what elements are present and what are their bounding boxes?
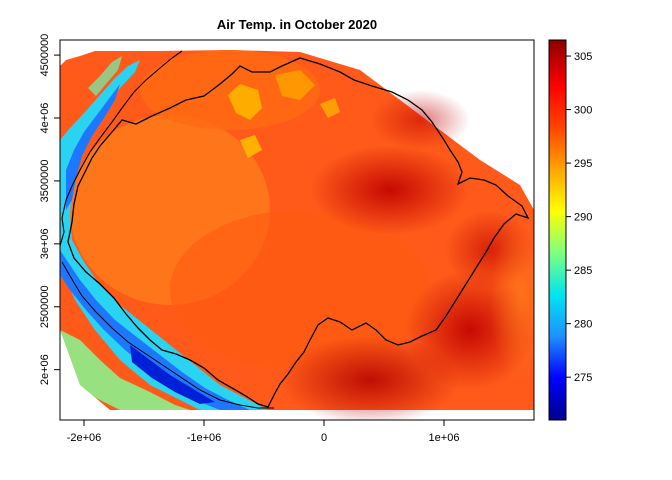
y-tick-label: 2e+06 <box>39 354 51 385</box>
x-tick-label: -2e+06 <box>67 432 102 444</box>
y-tick-label: 3500000 <box>39 160 51 203</box>
legend-tick-label: 300 <box>574 105 592 117</box>
y-axis: 2e+06 2500000 3e+06 3500000 4e+06 4500000 <box>39 34 60 385</box>
temperature-raster <box>60 40 534 420</box>
raster-yellow-patch-2 <box>275 70 315 100</box>
x-tick-label: 0 <box>321 432 327 444</box>
raster-hot-center <box>310 145 470 235</box>
basin-boundary <box>67 57 530 408</box>
coastline <box>59 50 183 247</box>
plot-frame <box>59 39 535 421</box>
legend-tick-label: 305 <box>574 51 592 63</box>
x-axis: -2e+06 -1e+06 0 1e+06 <box>67 420 460 444</box>
raster-nodata-left <box>60 330 110 410</box>
raster-orange-lowland <box>170 210 430 370</box>
raster-andes-deep <box>130 345 215 404</box>
legend-ticks: 275 280 285 290 295 300 305 <box>566 51 592 384</box>
raster-warm-east <box>490 220 534 380</box>
y-tick-label: 2500000 <box>39 285 51 328</box>
raster-andes-core-north <box>66 84 120 210</box>
y-tick-label: 4500000 <box>39 34 51 77</box>
raster-nodata-top-left <box>60 40 95 62</box>
y-tick-label: 3e+06 <box>39 228 51 259</box>
legend-tick-label: 285 <box>574 265 592 277</box>
legend-colorbar <box>548 39 567 421</box>
y-tick-label: 4e+06 <box>39 103 51 134</box>
raster-yellow-patch-3 <box>240 135 262 158</box>
x-tick-label: 1e+06 <box>429 432 460 444</box>
map-title: Air Temp. in October 2020 <box>217 17 377 32</box>
coastline-south <box>61 261 274 409</box>
raster-hot-north-coast <box>370 90 470 150</box>
raster-andes-green-fringe <box>60 330 190 410</box>
legend-tick-label: 290 <box>574 212 592 224</box>
legend-tick-label: 280 <box>574 319 592 331</box>
legend-tick-label: 275 <box>574 372 592 384</box>
legend-tick-label: 295 <box>574 158 592 170</box>
x-tick-label: -1e+06 <box>187 432 222 444</box>
raster-yellow-patch-4 <box>320 98 340 118</box>
raster-andes-north-fringe <box>88 56 122 96</box>
raster-yellow-patch-1 <box>228 84 262 120</box>
